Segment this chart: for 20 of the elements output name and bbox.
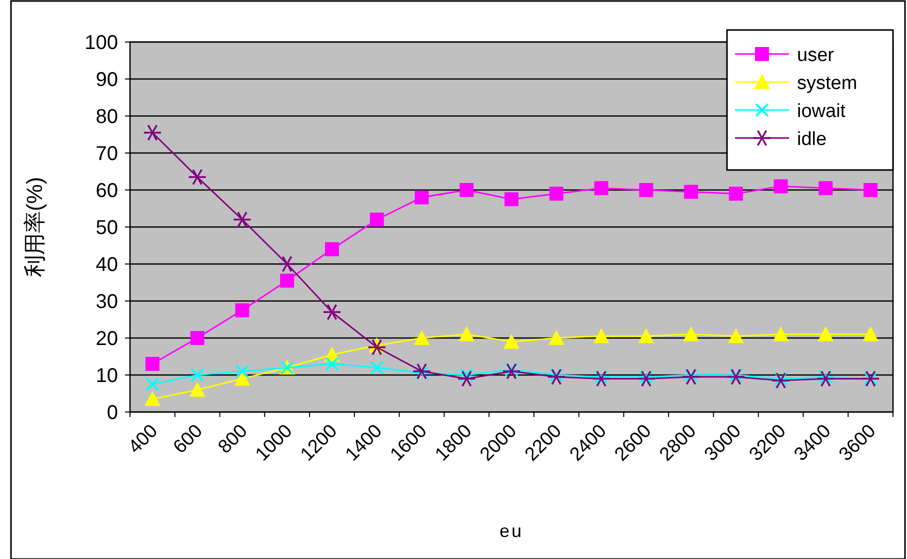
y-tick-label: 30: [96, 291, 118, 313]
y-tick-label: 0: [106, 402, 118, 424]
y-tick-label: 70: [96, 143, 118, 165]
x-tick-label: 400: [124, 420, 162, 458]
y-tick-label: 40: [96, 254, 118, 276]
y-tick-label: 20: [96, 328, 118, 350]
legend-label: user: [797, 45, 835, 66]
y-tick-label: 90: [96, 69, 118, 91]
y-axis-title: 利用率(%): [22, 176, 47, 278]
y-tick-label: 100: [84, 32, 118, 54]
x-tick-label: 800: [214, 420, 252, 458]
legend-label: iowait: [797, 101, 846, 122]
y-tick-label: 60: [96, 180, 118, 202]
y-tick-label: 10: [96, 365, 118, 387]
legend-label: idle: [797, 129, 827, 150]
y-tick-label: 80: [96, 106, 118, 128]
x-tick-label: 600: [170, 420, 207, 458]
y-tick-label: 50: [96, 217, 118, 239]
legend-label: system: [797, 73, 858, 94]
x-axis-title: eu: [499, 521, 524, 541]
